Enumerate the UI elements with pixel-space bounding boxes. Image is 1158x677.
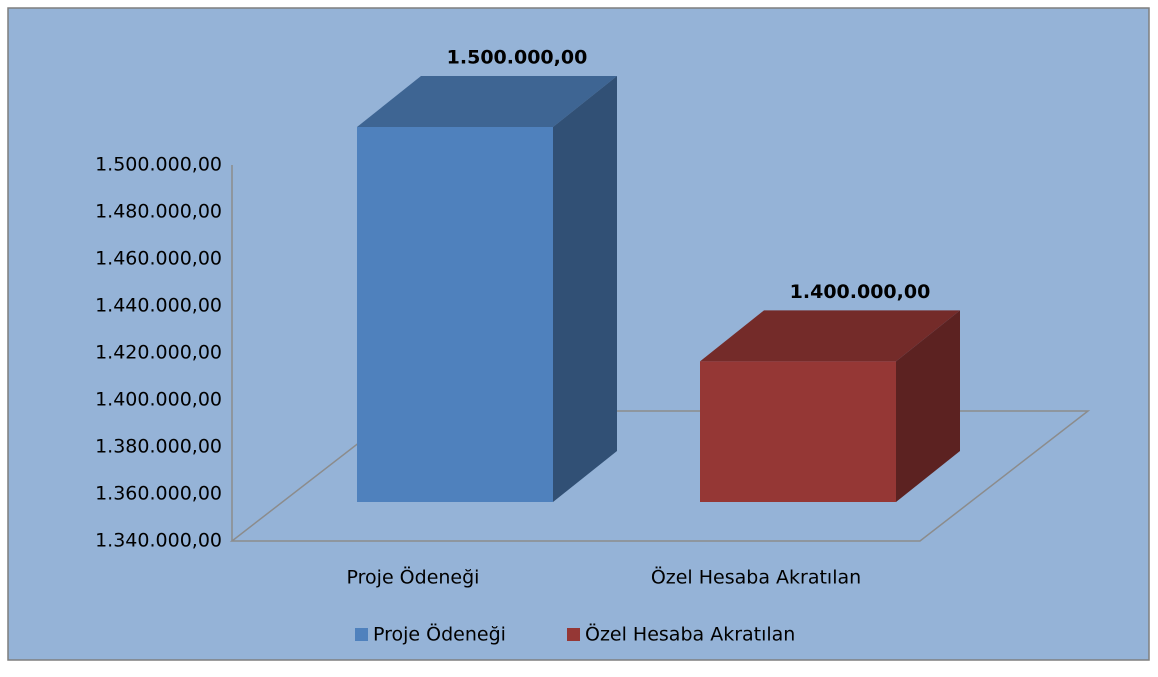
bar-top [357,76,617,127]
y-tick-label: 1.500.000,00 [95,154,222,176]
bar-side [553,76,617,502]
y-tick-label: 1.340.000,00 [95,530,222,552]
x-tick-label: Özel Hesaba Akratılan [651,566,861,589]
y-tick-label: 1.380.000,00 [95,436,222,458]
y-tick-label: 1.440.000,00 [95,295,222,317]
y-tick-label: 1.480.000,00 [95,201,222,223]
value-label: 1.500.000,00 [447,47,588,69]
bar [700,361,896,502]
y-tick-label: 1.460.000,00 [95,248,222,270]
bar [357,127,553,502]
y-tick-label: 1.360.000,00 [95,483,222,505]
y-tick-label: 1.420.000,00 [95,342,222,364]
legend-swatch [355,628,368,641]
legend-label: Proje Ödeneği [373,623,506,646]
bar-top [700,310,960,362]
bar-side [896,310,960,502]
x-tick-label: Proje Ödeneği [347,566,480,589]
legend-swatch [567,628,580,641]
value-label: 1.400.000,00 [790,281,931,303]
y-tick-label: 1.400.000,00 [95,389,222,411]
legend-label: Özel Hesaba Akratılan [585,623,795,646]
